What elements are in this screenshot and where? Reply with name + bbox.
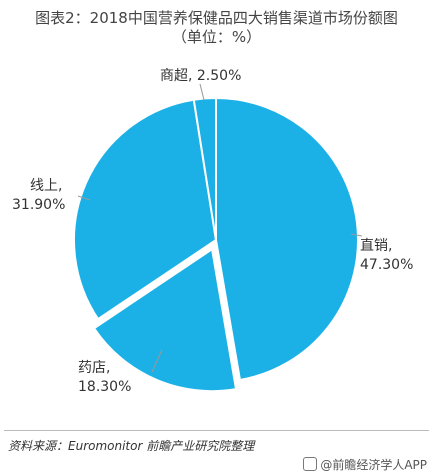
slice-value-label: 31.90% <box>12 197 65 213</box>
leader-line <box>199 83 205 101</box>
chart-subtitle: （单位：%） <box>171 28 262 46</box>
leader-line <box>350 233 363 237</box>
slice-label: 直销, <box>360 237 392 254</box>
watermark: @前瞻经济学人APP <box>303 456 427 473</box>
chart-title: 图表2：2018中国营养保健品四大销售渠道市场份额图 <box>35 9 398 27</box>
source-note: 资料来源：Euromonitor 前瞻产业研究院整理 <box>8 439 255 453</box>
slice-value-label: 18.30% <box>78 379 131 395</box>
watermark-text: @前瞻经济学人APP <box>320 458 427 472</box>
slice-label: 药店, <box>78 360 110 376</box>
slice-value-label: 47.30% <box>360 257 413 273</box>
slice-label: 商超, 2.50% <box>160 68 241 84</box>
footer-divider <box>4 430 429 431</box>
pie-slice <box>192 96 217 241</box>
slice-label: 线上, <box>30 178 62 194</box>
leader-line <box>77 195 91 201</box>
pie-slice <box>215 96 359 382</box>
app-logo-icon <box>303 457 318 471</box>
pie-chart: 直销, 47.30% 药店, 18.30% 线上, 31.90% 商超, 2.50% <box>12 68 413 395</box>
pie-slice <box>92 247 238 393</box>
pie-slice <box>73 98 218 321</box>
leader-line <box>151 349 163 373</box>
